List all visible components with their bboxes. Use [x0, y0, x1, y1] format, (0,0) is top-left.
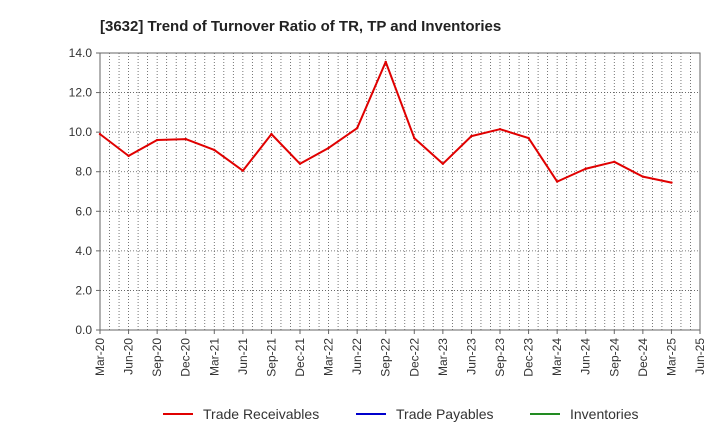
x-tick-label: Jun-25: [693, 338, 707, 375]
axis-layer: 0.0 2.0 4.0 6.0 8.0 10.0 12.0 14.0 Mar-20 Jun-20 S…: [69, 46, 707, 377]
legend-label: Inventories: [570, 406, 638, 422]
data-point: [98, 132, 102, 136]
data-point: [527, 136, 530, 140]
data-point: [613, 160, 616, 164]
x-tick-label: Sep-24: [607, 338, 621, 377]
series-layer: [98, 60, 673, 184]
y-tick-label: 4.0: [75, 244, 92, 258]
x-tick-label: Mar-25: [664, 338, 678, 376]
data-point: [498, 127, 502, 131]
x-tick-label: Mar-21: [207, 338, 221, 376]
y-tick-label: 12.0: [69, 86, 93, 100]
data-point: [584, 167, 587, 170]
x-tick-label: Jun-20: [122, 338, 136, 375]
x-tick-label: Jun-24: [579, 338, 593, 375]
data-point: [470, 134, 473, 138]
data-point: [555, 180, 559, 183]
legend-label: Trade Payables: [396, 406, 494, 422]
x-tick-label: Sep-23: [493, 338, 507, 377]
y-tick-label: 8.0: [75, 165, 92, 179]
data-point: [384, 60, 387, 64]
y-tick-label: 14.0: [69, 46, 93, 60]
x-tick-label: Dec-23: [522, 338, 536, 377]
data-point: [270, 132, 273, 136]
data-point: [441, 162, 445, 165]
x-tick-label: Mar-24: [550, 338, 564, 376]
x-tick-label: Mar-20: [93, 338, 107, 376]
x-tick-label: Jun-23: [464, 338, 478, 375]
x-tick-label: Sep-20: [150, 338, 164, 377]
data-point: [155, 138, 159, 142]
x-tick-label: Jun-21: [236, 338, 250, 375]
y-tick-label: 2.0: [75, 283, 92, 297]
y-tick-label: 10.0: [69, 125, 93, 139]
y-tick-label: 6.0: [75, 204, 92, 218]
legend-label: Trade Receivables: [203, 406, 319, 422]
x-tick-label: Sep-22: [379, 338, 393, 377]
x-tick-label: Jun-22: [350, 338, 364, 375]
x-tick-label: Dec-24: [636, 338, 650, 377]
data-point: [413, 136, 416, 140]
data-point: [327, 146, 330, 150]
x-tick-label: Mar-23: [436, 338, 450, 376]
grid-layer: [100, 52, 700, 331]
plot-frame: [99, 52, 701, 331]
data-point: [641, 175, 645, 178]
x-tick-label: Mar-22: [322, 338, 336, 376]
chart-title: [3632] Trend of Turnover Ratio of TR, TP…: [100, 18, 501, 35]
x-tick-label: Dec-20: [179, 338, 193, 377]
data-point: [355, 126, 359, 130]
data-point: [184, 137, 187, 141]
data-point: [241, 169, 245, 172]
x-tick-label: Dec-21: [293, 338, 307, 377]
data-point: [213, 148, 216, 152]
y-tick-label: 0.0: [75, 323, 92, 337]
data-point: [127, 154, 130, 158]
chart-legend: Trade Receivables Trade Payables Inventori…: [163, 406, 638, 422]
x-tick-label: Sep-21: [264, 338, 278, 377]
data-point: [298, 162, 302, 165]
x-tick-label: Dec-22: [407, 338, 421, 377]
data-point: [670, 181, 673, 184]
